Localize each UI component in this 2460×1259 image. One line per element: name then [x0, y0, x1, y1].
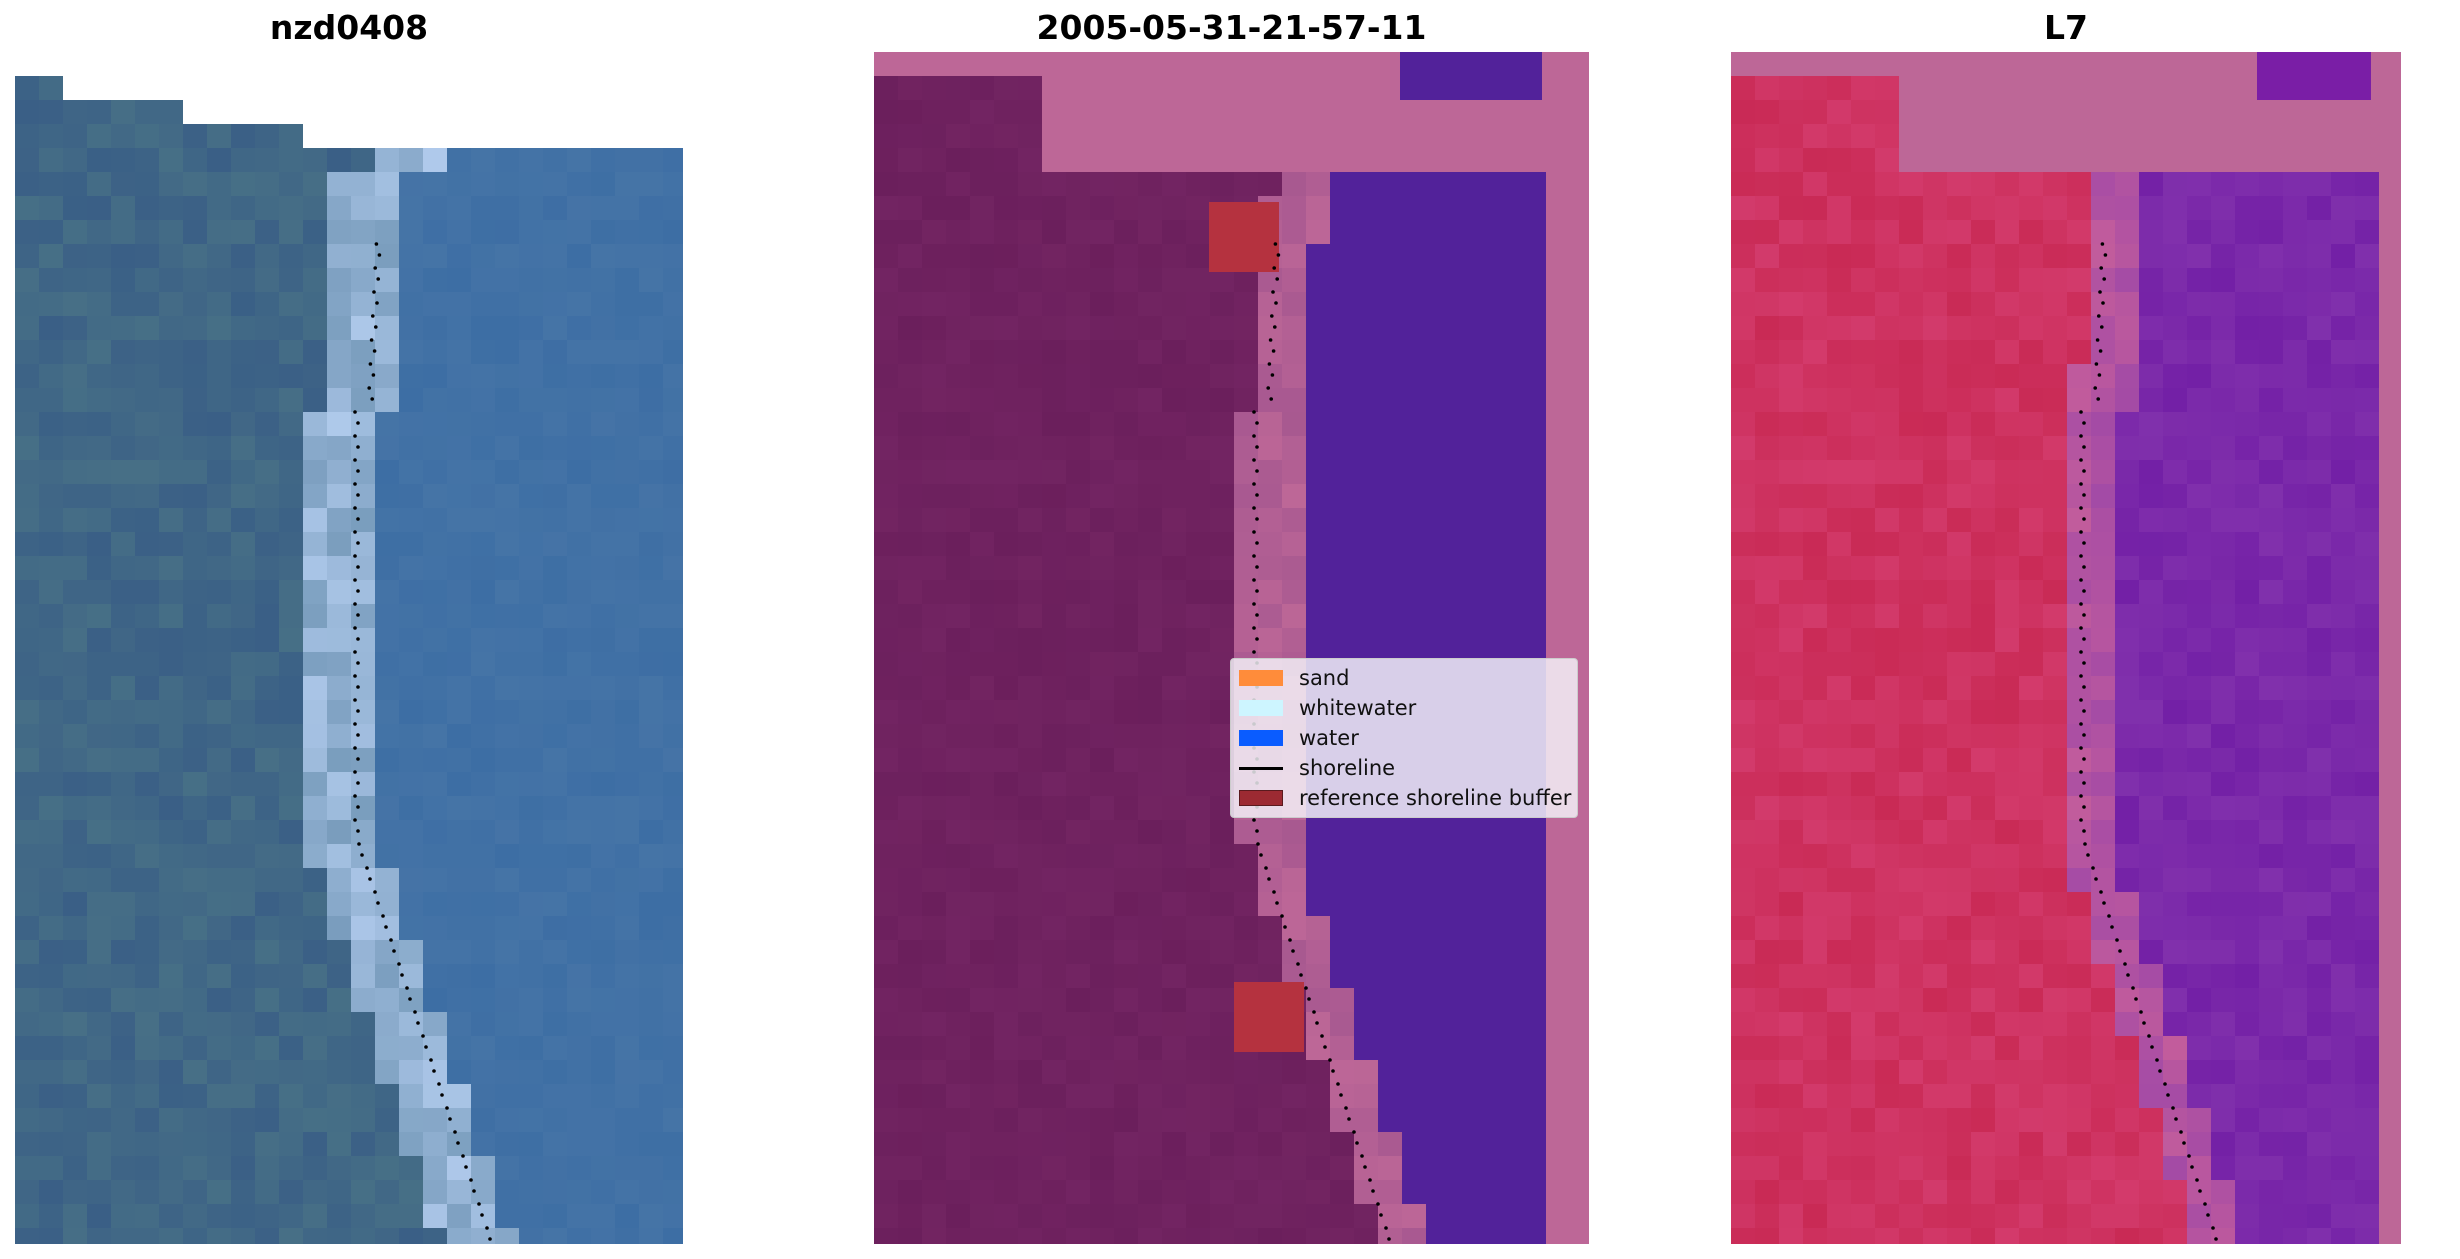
classification-image-panel [874, 52, 1589, 1244]
index-panel-title: L7 [2044, 8, 2088, 47]
shoreline-line-swatch [1239, 766, 1283, 770]
sand-swatch [1239, 670, 1283, 686]
legend-item-water: water [1239, 723, 1359, 753]
water-index-image [1731, 52, 2401, 1244]
legend-label: reference shoreline buffer [1299, 786, 1572, 810]
rgb-panel-title: nzd0408 [269, 8, 429, 47]
legend-item-shoreline: shoreline [1239, 753, 1395, 783]
classification-panel-title: 2005-05-31-21-57-11 [1036, 8, 1427, 47]
index-image-panel [1731, 52, 2401, 1244]
reference-buffer-swatch [1239, 790, 1283, 806]
legend-item-reference-buffer: reference shoreline buffer [1239, 783, 1571, 813]
legend-item-sand: sand [1239, 663, 1349, 693]
legend-item-whitewater: whitewater [1239, 693, 1416, 723]
legend-label: shoreline [1299, 756, 1396, 780]
classification-legend: sand whitewater water shoreline referenc… [1230, 658, 1578, 818]
rgb-image-panel [15, 52, 683, 1244]
legend-label: whitewater [1299, 696, 1417, 720]
whitewater-swatch [1239, 700, 1283, 716]
water-swatch [1239, 730, 1283, 746]
legend-label: water [1299, 726, 1359, 750]
classification-image [874, 52, 1589, 1244]
rgb-satellite-image [15, 76, 683, 1244]
legend-label: sand [1299, 666, 1350, 690]
